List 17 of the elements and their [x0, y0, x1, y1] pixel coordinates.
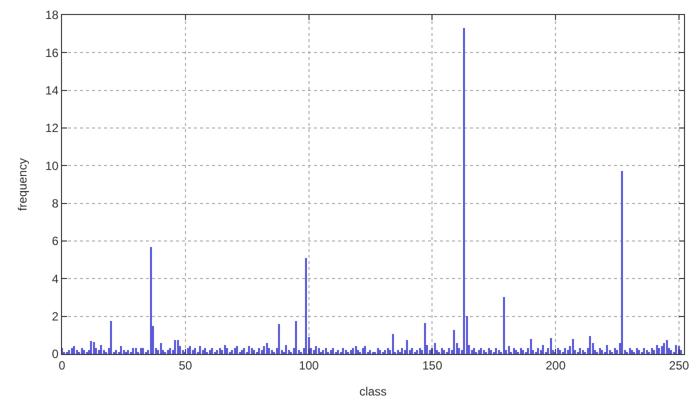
y-tick-label: 14: [45, 84, 59, 98]
x-axis-title: class: [359, 384, 387, 398]
y-tick-label: 8: [52, 196, 59, 211]
x-tick-label: 50: [178, 358, 192, 372]
x-tick-label: 250: [669, 358, 690, 372]
x-tick-label: 100: [298, 358, 320, 372]
y-tick-label: 6: [52, 234, 59, 248]
x-tick-label: 150: [422, 358, 443, 372]
y-tick-label: 18: [45, 8, 59, 22]
x-tick-label: 200: [546, 358, 566, 372]
y-tick-label: 0: [52, 347, 59, 362]
y-tick-label: 2: [52, 310, 59, 324]
y-tick-label: 16: [45, 46, 59, 60]
y-tick-label: 12: [45, 121, 59, 136]
y-tick-label: 10: [45, 158, 59, 173]
y-tick-label: 4: [52, 272, 59, 286]
y-axis-title: frequency: [16, 158, 30, 211]
